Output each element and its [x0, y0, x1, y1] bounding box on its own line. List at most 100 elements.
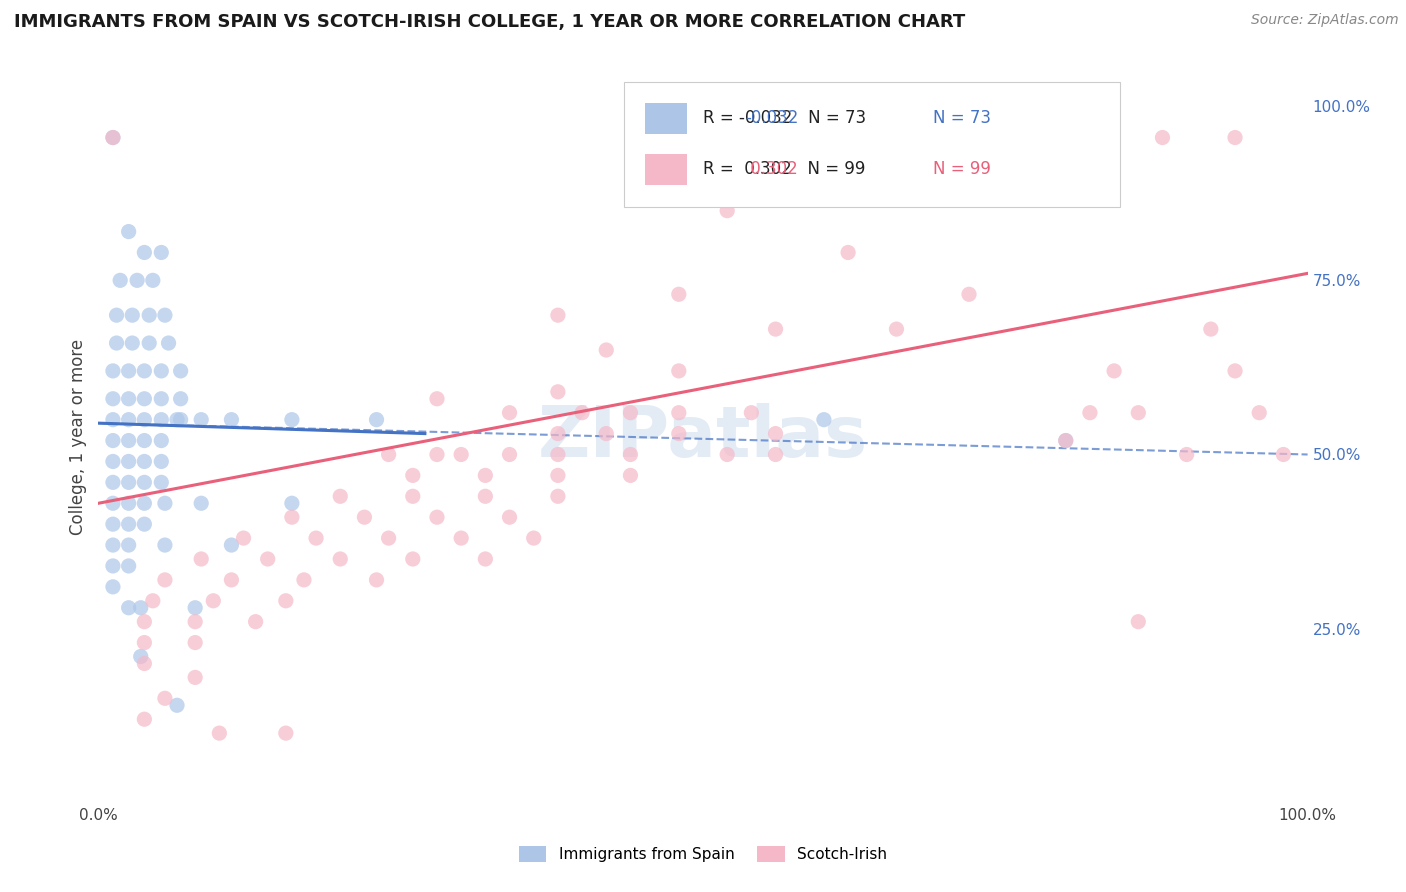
Text: 0.302: 0.302	[745, 161, 799, 178]
Point	[256, 552, 278, 566]
Point	[329, 552, 352, 566]
Point	[353, 510, 375, 524]
Point	[837, 245, 859, 260]
Point	[153, 538, 176, 552]
Point	[1249, 406, 1271, 420]
Point	[765, 448, 787, 462]
Point	[547, 448, 569, 462]
Text: R =  0.302   N = 99: R = 0.302 N = 99	[703, 161, 865, 178]
Point	[169, 392, 191, 406]
Point	[127, 273, 149, 287]
Point	[184, 670, 207, 684]
Point	[281, 496, 304, 510]
Point	[619, 468, 641, 483]
Point	[221, 538, 243, 552]
Point	[134, 712, 156, 726]
Point	[1199, 322, 1222, 336]
Point	[1102, 364, 1125, 378]
Point	[169, 364, 191, 378]
Point	[402, 489, 425, 503]
Point	[668, 364, 690, 378]
Point	[474, 489, 496, 503]
Point	[1175, 448, 1198, 462]
Point	[221, 573, 243, 587]
Point	[184, 600, 207, 615]
Point	[184, 615, 207, 629]
Point	[1128, 615, 1150, 629]
Point	[101, 434, 124, 448]
Point	[153, 691, 176, 706]
Point	[153, 573, 176, 587]
Point	[118, 225, 141, 239]
FancyBboxPatch shape	[624, 82, 1121, 207]
Point	[101, 517, 124, 532]
Point	[142, 594, 165, 608]
Point	[202, 594, 225, 608]
Point	[281, 510, 304, 524]
Point	[118, 475, 141, 490]
Point	[153, 496, 176, 510]
Point	[245, 615, 267, 629]
Point	[134, 412, 156, 426]
Point	[101, 496, 124, 510]
Point	[184, 635, 207, 649]
Point	[150, 364, 173, 378]
Point	[547, 384, 569, 399]
Point	[595, 343, 617, 357]
Point	[101, 392, 124, 406]
Text: N = 99: N = 99	[932, 161, 991, 178]
Point	[292, 573, 315, 587]
Point	[150, 245, 173, 260]
Point	[118, 392, 141, 406]
Point	[134, 635, 156, 649]
Point	[150, 454, 173, 468]
Point	[498, 510, 520, 524]
Point	[668, 426, 690, 441]
Point	[221, 412, 243, 426]
Point	[547, 426, 569, 441]
Bar	[645, 154, 688, 185]
Point	[118, 600, 141, 615]
Point	[134, 475, 156, 490]
Point	[169, 412, 191, 426]
Point	[813, 412, 835, 426]
Point	[402, 552, 425, 566]
Point	[274, 594, 297, 608]
Point	[329, 489, 352, 503]
Point	[150, 475, 173, 490]
Y-axis label: College, 1 year or more: College, 1 year or more	[69, 339, 87, 535]
Text: ZIPatlas: ZIPatlas	[538, 402, 868, 472]
Point	[150, 434, 173, 448]
Point	[101, 130, 124, 145]
Point	[426, 448, 449, 462]
Point	[166, 698, 188, 713]
Point	[1152, 130, 1174, 145]
Point	[571, 406, 593, 420]
Point	[765, 426, 787, 441]
Point	[619, 406, 641, 420]
Point	[108, 273, 131, 287]
Point	[118, 496, 141, 510]
Point	[134, 434, 156, 448]
Point	[134, 392, 156, 406]
Point	[547, 308, 569, 322]
Point	[232, 531, 254, 545]
Point	[498, 406, 520, 420]
Text: Source: ZipAtlas.com: Source: ZipAtlas.com	[1251, 13, 1399, 28]
Point	[1223, 364, 1246, 378]
Legend: Immigrants from Spain, Scotch-Irish: Immigrants from Spain, Scotch-Irish	[513, 840, 893, 868]
Point	[765, 322, 787, 336]
Point	[105, 336, 128, 351]
Text: IMMIGRANTS FROM SPAIN VS SCOTCH-IRISH COLLEGE, 1 YEAR OR MORE CORRELATION CHART: IMMIGRANTS FROM SPAIN VS SCOTCH-IRISH CO…	[14, 13, 966, 31]
Point	[426, 510, 449, 524]
Point	[190, 496, 212, 510]
Point	[474, 552, 496, 566]
Point	[101, 538, 124, 552]
Point	[668, 406, 690, 420]
Point	[118, 538, 141, 552]
Point	[523, 531, 546, 545]
Point	[101, 454, 124, 468]
Point	[1223, 130, 1246, 145]
Point	[498, 448, 520, 462]
Point	[619, 448, 641, 462]
